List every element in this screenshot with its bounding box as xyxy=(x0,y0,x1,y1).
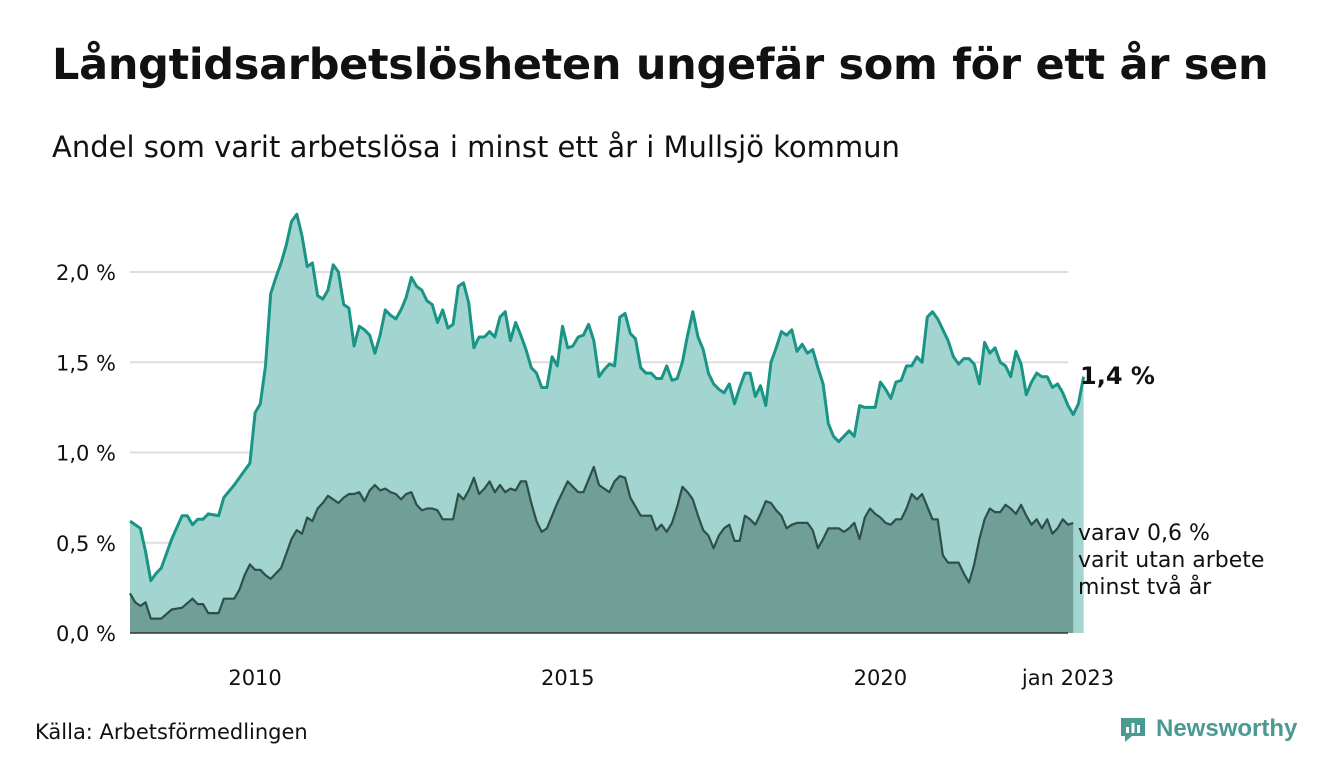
lower-end-label: varav 0,6 % xyxy=(1078,521,1210,546)
y-tick-label: 2,0 % xyxy=(56,261,116,285)
lower-series-line xyxy=(129,465,1074,620)
source-note: Källa: Arbetsförmedlingen xyxy=(35,720,308,744)
series-areas xyxy=(129,212,1086,633)
y-tick-label: 1,5 % xyxy=(56,351,116,375)
chart-title: Långtidsarbetslösheten ungefär som för e… xyxy=(52,40,1269,90)
lower-series-area xyxy=(130,466,1074,633)
x-tick-label: 2015 xyxy=(541,666,594,690)
y-tick-label: 0,0 % xyxy=(56,622,116,646)
x-tick-label: 2010 xyxy=(228,666,281,690)
lower-end-label: varit utan arbete xyxy=(1078,548,1264,573)
upper-end-label: 1,4 % xyxy=(1080,362,1155,390)
brand-name: Newsworthy xyxy=(1156,715,1298,742)
area-chart: 0,0 % 0,5 % 1,0 % 1,5 % 2,0 % 2010 2015 2020 jan… xyxy=(56,212,1264,690)
upper-series-line xyxy=(129,212,1086,583)
newsworthy-logo-icon xyxy=(1121,718,1145,742)
brand-logo: Newsworthy xyxy=(1118,714,1297,744)
chart-subtitle: Andel som varit arbetslösa i minst ett å… xyxy=(52,130,900,164)
axes: 0,0 % 0,5 % 1,0 % 1,5 % 2,0 % 2010 2015 2020 jan… xyxy=(56,261,1114,690)
y-tick-label: 0,5 % xyxy=(56,532,116,556)
lower-end-label: minst två år xyxy=(1078,574,1212,600)
x-tick-label: 2020 xyxy=(854,666,907,690)
x-tick-label: jan 2023 xyxy=(1021,666,1114,690)
y-tick-label: 1,0 % xyxy=(56,442,116,466)
